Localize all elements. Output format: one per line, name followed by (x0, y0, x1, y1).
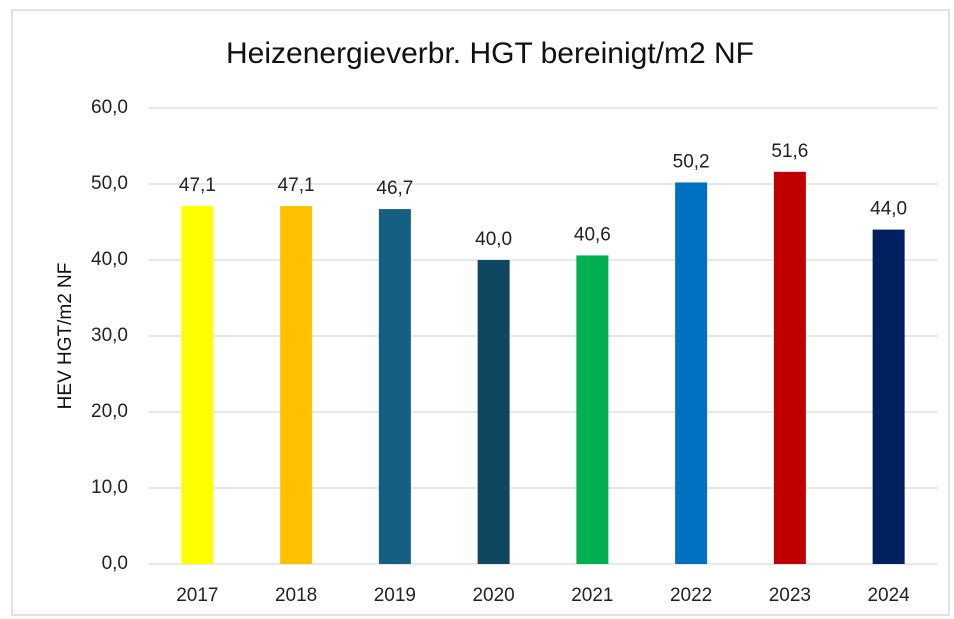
y-tick-label: 10,0 (91, 477, 128, 498)
data-label: 40,6 (574, 224, 611, 245)
bar (280, 206, 313, 565)
data-label: 40,0 (475, 229, 512, 250)
data-label: 50,2 (673, 151, 710, 172)
bar (773, 171, 806, 564)
x-tick-label: 2021 (571, 585, 613, 606)
x-tick-label: 2019 (374, 585, 416, 606)
bar (181, 206, 214, 565)
y-tick-label: 50,0 (91, 173, 128, 194)
x-tick-label: 2022 (670, 585, 712, 606)
y-tick-label: 20,0 (91, 401, 128, 422)
data-label: 47,1 (179, 175, 216, 196)
bar (378, 209, 411, 564)
bar (576, 255, 609, 564)
x-tick-label: 2018 (275, 585, 317, 606)
x-tick-label: 2020 (472, 585, 514, 606)
x-tick-label: 2023 (769, 585, 811, 606)
data-label: 47,1 (278, 175, 315, 196)
data-label: 46,7 (376, 178, 413, 199)
data-label: 51,6 (771, 141, 808, 162)
x-tick-label: 2017 (176, 585, 218, 606)
y-tick-label: 40,0 (91, 249, 128, 270)
y-axis-title: HEV HGT/m2 NF (55, 263, 76, 410)
y-tick-label: 0,0 (102, 553, 128, 574)
x-tick-label: 2024 (867, 585, 910, 606)
chart-title: Heizenergieverbr. HGT bereinigt/m2 NF (226, 37, 754, 70)
y-tick-label: 30,0 (91, 325, 128, 346)
y-tick-label: 60,0 (91, 97, 128, 118)
bar (477, 260, 510, 564)
data-label: 44,0 (870, 199, 907, 220)
bar (675, 182, 708, 565)
bar (872, 229, 905, 564)
